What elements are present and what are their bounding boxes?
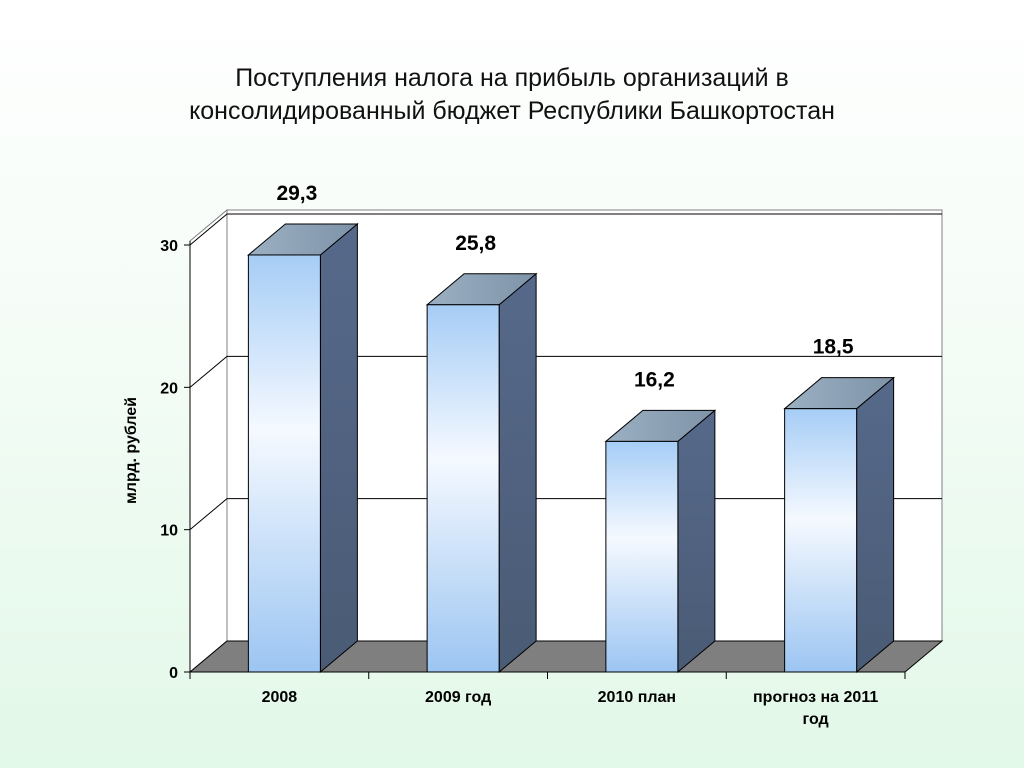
- data-label: 25,8: [455, 232, 496, 255]
- bars: [246, 222, 896, 674]
- labels: 0 10 20 30 млрд. рублей 29,3 2008 25,8 2009 год 1…: [123, 182, 878, 728]
- bar: [247, 254, 321, 673]
- bar-side: [856, 376, 895, 674]
- data-label: 18,5: [813, 336, 854, 359]
- y-tick-label: 30: [160, 238, 178, 255]
- y-tick-label: 10: [160, 523, 178, 540]
- category-label: 2008: [262, 689, 298, 706]
- category-label: 2010 план: [598, 689, 676, 706]
- y-tick-label: 0: [169, 665, 178, 682]
- bar: [605, 440, 679, 673]
- y-axis-label: млрд. рублей: [123, 397, 140, 504]
- bar: [426, 304, 500, 673]
- slide-title: Поступления налога на прибыль организаци…: [60, 62, 964, 128]
- data-label: 29,3: [276, 182, 317, 205]
- bar-side: [498, 272, 537, 674]
- y-tick-label: 20: [160, 380, 178, 397]
- gridline: [189, 213, 942, 246]
- title-line-2: консолидированный бюджет Республики Башк…: [189, 97, 835, 125]
- data-label: 16,2: [634, 368, 675, 391]
- title-line-1: Поступления налога на прибыль организаци…: [235, 64, 789, 92]
- bar-side: [677, 409, 716, 674]
- gridline: [189, 355, 942, 388]
- bar-side: [319, 222, 358, 674]
- bar: [784, 408, 858, 673]
- category-label: 2009 год: [425, 689, 491, 706]
- category-label: прогноз на 2011 год: [753, 689, 878, 728]
- side-wall: [189, 208, 228, 674]
